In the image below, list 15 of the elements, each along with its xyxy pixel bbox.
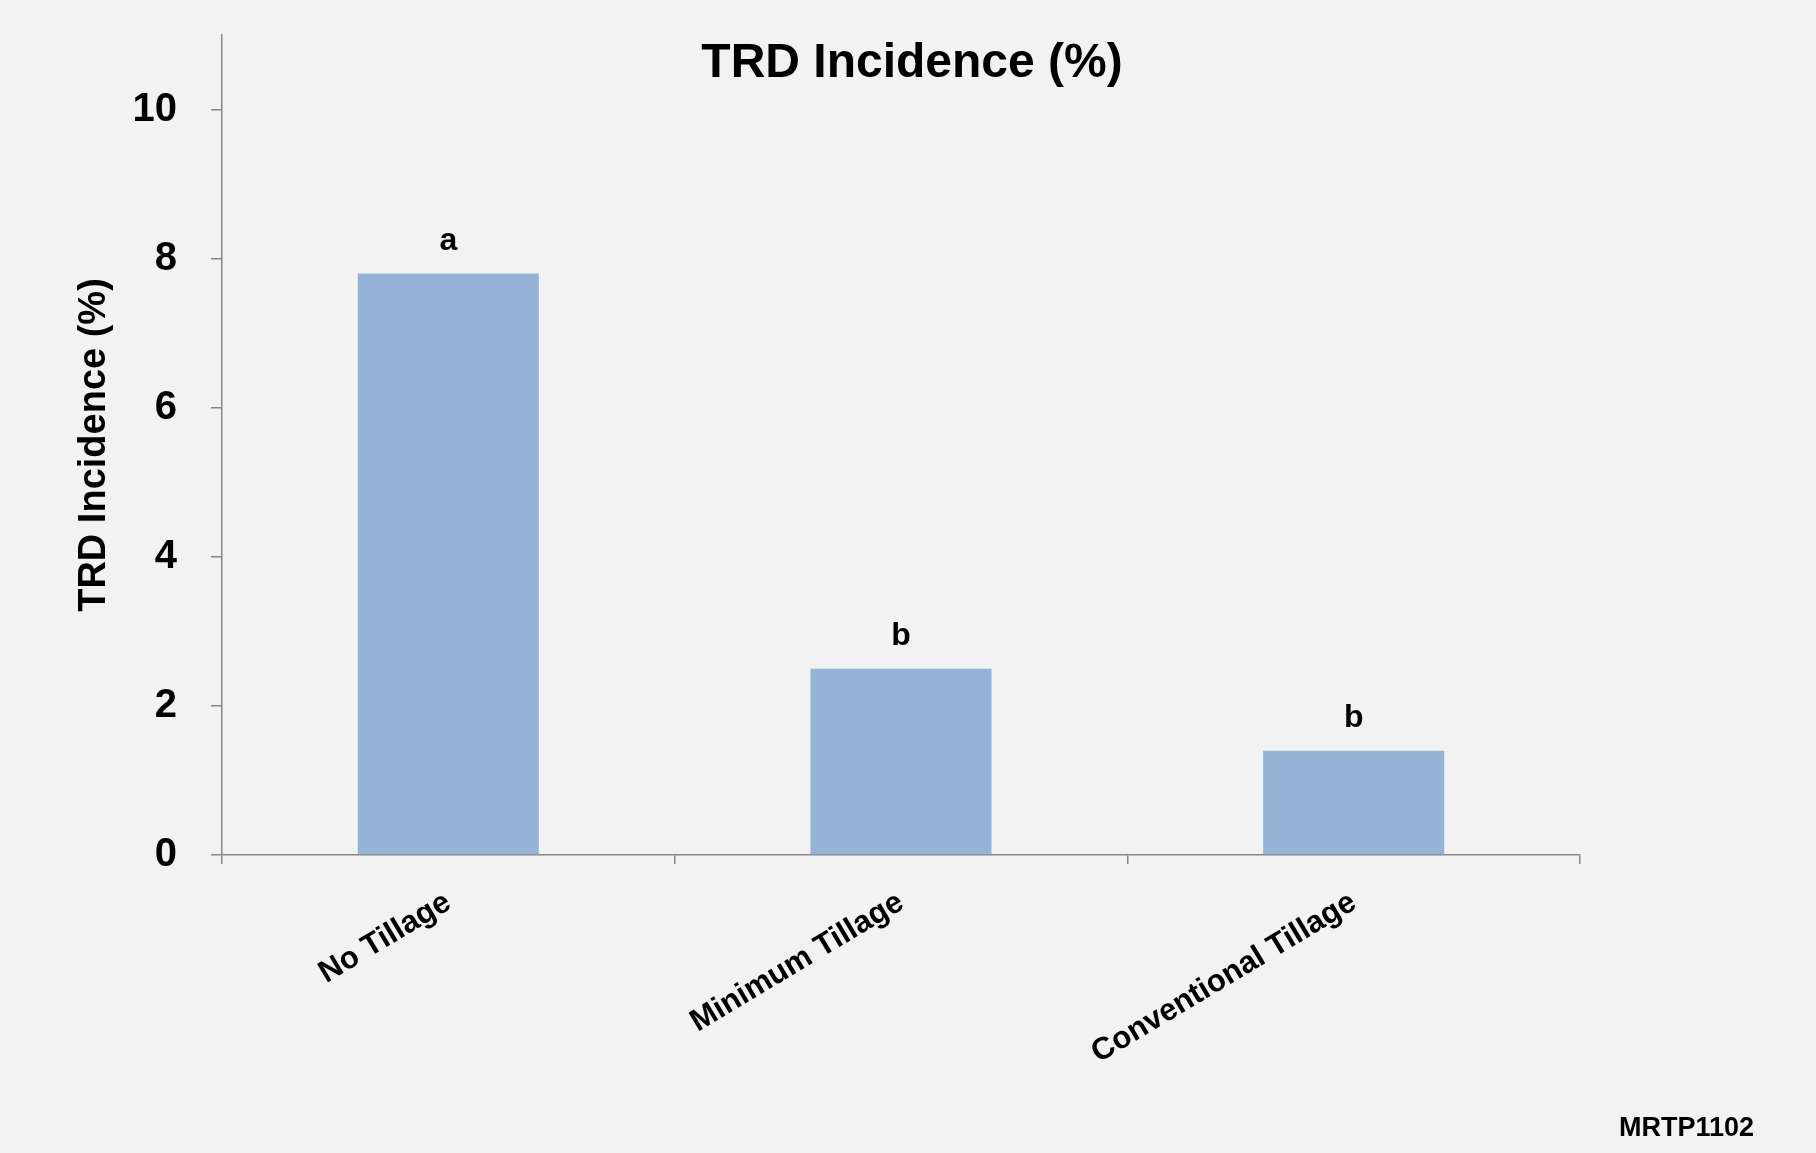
y-tick-label: 10: [132, 84, 177, 129]
chart-title: TRD Incidence (%): [701, 34, 1123, 88]
bar: [810, 668, 992, 855]
y-tick-label: 0: [154, 830, 177, 875]
y-tick-label: 8: [154, 233, 177, 278]
text: MRTP1102: [1618, 1112, 1754, 1143]
y-tick-label: 4: [154, 531, 178, 576]
annotation: a: [439, 221, 458, 258]
y-tick-label: 6: [154, 382, 177, 427]
annotation: b: [891, 616, 911, 653]
bar: [1263, 750, 1445, 855]
y-axis-title: TRD Incidence (%): [71, 278, 114, 612]
y-tick-label: 2: [154, 680, 177, 725]
bar: [357, 273, 539, 855]
annotation: b: [1343, 698, 1364, 735]
